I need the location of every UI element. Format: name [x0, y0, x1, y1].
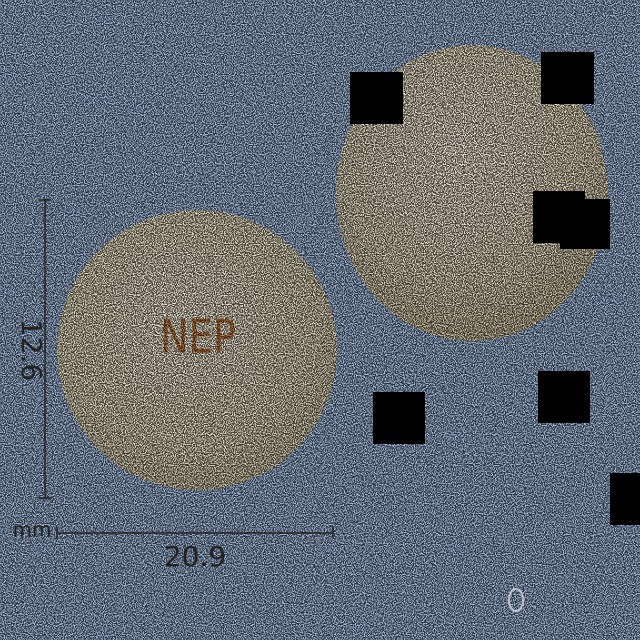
block: [610, 473, 640, 525]
block: [538, 371, 590, 423]
block: [373, 392, 425, 444]
block: [560, 199, 610, 249]
unit-label: mm: [13, 518, 52, 542]
watermark: [508, 588, 524, 612]
redaction-blocks: [350, 52, 640, 525]
block: [541, 52, 594, 104]
height-label: 12.6: [15, 319, 48, 381]
dimension-lines: [39, 199, 334, 539]
width-label: 20.9: [164, 540, 226, 573]
watermark-logo: [508, 588, 524, 612]
block: [350, 72, 403, 124]
